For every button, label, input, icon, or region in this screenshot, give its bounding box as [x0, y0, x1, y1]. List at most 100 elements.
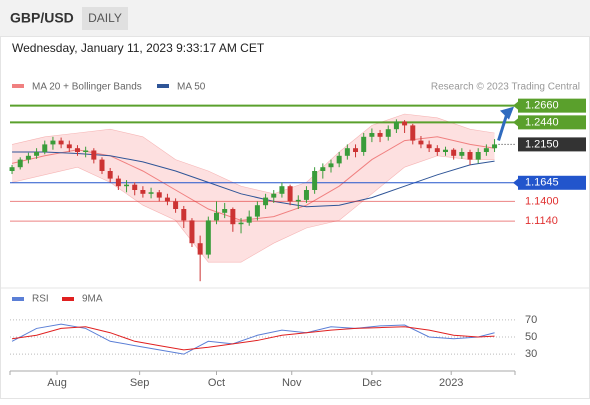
datetime: Wednesday, January 11, 2023 9:33:17 AM C…: [12, 41, 265, 55]
candle-body: [467, 152, 473, 160]
legend-swatch: [62, 297, 74, 301]
candle-body: [50, 140, 56, 145]
candle-body: [17, 159, 23, 168]
candle-body: [148, 192, 154, 194]
candle-body: [263, 197, 269, 206]
candle-body: [295, 199, 301, 202]
candle-body: [434, 148, 440, 152]
level-pointer: [513, 178, 518, 187]
candle-body: [312, 171, 318, 190]
series-line: [11, 326, 495, 351]
candle-body: [254, 205, 260, 217]
bollinger-area: [12, 114, 495, 263]
candle-body: [344, 148, 350, 156]
level-box: [518, 137, 586, 152]
candle-body: [353, 148, 359, 152]
candle-body: [492, 144, 498, 149]
x-tick-label: Sep: [130, 377, 150, 389]
y-tick-label: 30: [525, 348, 537, 360]
candle-body: [320, 167, 326, 171]
candle-body: [238, 222, 244, 225]
y-tick-label: 70: [525, 314, 537, 326]
candle-body: [483, 148, 489, 152]
candle-body: [91, 150, 97, 160]
candle-body: [475, 152, 481, 160]
legend-label: RSI: [32, 294, 49, 305]
candle-body: [140, 190, 146, 194]
candle-body: [197, 243, 203, 255]
candle-body: [115, 178, 121, 187]
legend-label: MA 50: [177, 82, 206, 93]
candle-body: [385, 129, 391, 137]
legend-swatch: [157, 84, 169, 88]
symbol: GBP/USD: [10, 10, 74, 26]
candle-body: [74, 148, 80, 152]
candle-body: [402, 121, 408, 126]
candle-body: [410, 125, 416, 141]
series-line: [11, 323, 495, 355]
candle-body: [418, 140, 424, 145]
timeframe: DAILY: [88, 11, 122, 25]
level-label: 1.1645: [525, 177, 559, 189]
candle-body: [66, 144, 72, 149]
candle-body: [42, 144, 48, 152]
candle-body: [377, 133, 383, 137]
timeframe-box: [82, 7, 128, 30]
x-tick-label: Dec: [362, 377, 382, 389]
candle-body: [303, 190, 309, 200]
candle-body: [271, 193, 277, 198]
candle-body: [393, 121, 399, 130]
candle-body: [328, 163, 334, 168]
candle-body: [213, 212, 219, 221]
candle-body: [173, 201, 179, 209]
level-label: 1.2660: [525, 100, 559, 112]
candle-body: [58, 140, 64, 145]
candle-body: [25, 155, 31, 160]
candle-body: [83, 150, 89, 152]
candle-body: [9, 167, 15, 171]
candle-body: [426, 144, 432, 149]
forecast-arrowhead: [500, 106, 514, 120]
x-tick-label: Oct: [208, 377, 225, 389]
candle-body: [287, 186, 293, 202]
candle-body: [222, 209, 228, 213]
candle-body: [230, 209, 236, 225]
level-label: 1.2440: [525, 116, 559, 128]
candle-body: [442, 149, 448, 152]
candle-body: [361, 136, 367, 152]
candle-body: [369, 133, 375, 137]
credit: Research © 2023 Trading Central: [431, 82, 580, 93]
candle-body: [181, 209, 187, 221]
legend-label: MA 20 + Bollinger Bands: [32, 82, 142, 93]
legend-swatch: [12, 84, 24, 88]
candle-body: [99, 159, 105, 171]
legend-label: 9MA: [82, 294, 103, 305]
candle-body: [246, 216, 252, 223]
level-box: [518, 175, 586, 190]
x-tick-label: Aug: [47, 377, 67, 389]
candle-body: [164, 197, 170, 202]
candle-body: [34, 152, 40, 156]
candle-body: [279, 186, 285, 194]
candle-body: [459, 152, 465, 156]
level-pointer: [513, 118, 518, 127]
candle-body: [107, 171, 113, 179]
level-pointer: [513, 101, 518, 110]
bollinger-upper: [11, 113, 495, 195]
forecast-arrow: [497, 113, 509, 141]
level-label: 1.1140: [525, 215, 558, 227]
candle-body: [451, 149, 457, 156]
candle-body: [205, 220, 211, 255]
bollinger-lower: [11, 155, 495, 263]
y-tick-label: 50: [525, 331, 537, 343]
level-label: 1.1400: [525, 195, 559, 207]
candle-body: [189, 220, 195, 244]
candle-body: [124, 184, 130, 187]
candle-body: [132, 184, 138, 190]
level-label: 1.2150: [525, 138, 559, 150]
level-box: [518, 98, 586, 113]
legend-swatch: [12, 297, 24, 301]
candle-body: [336, 155, 342, 164]
x-tick-label: 2023: [439, 377, 463, 389]
